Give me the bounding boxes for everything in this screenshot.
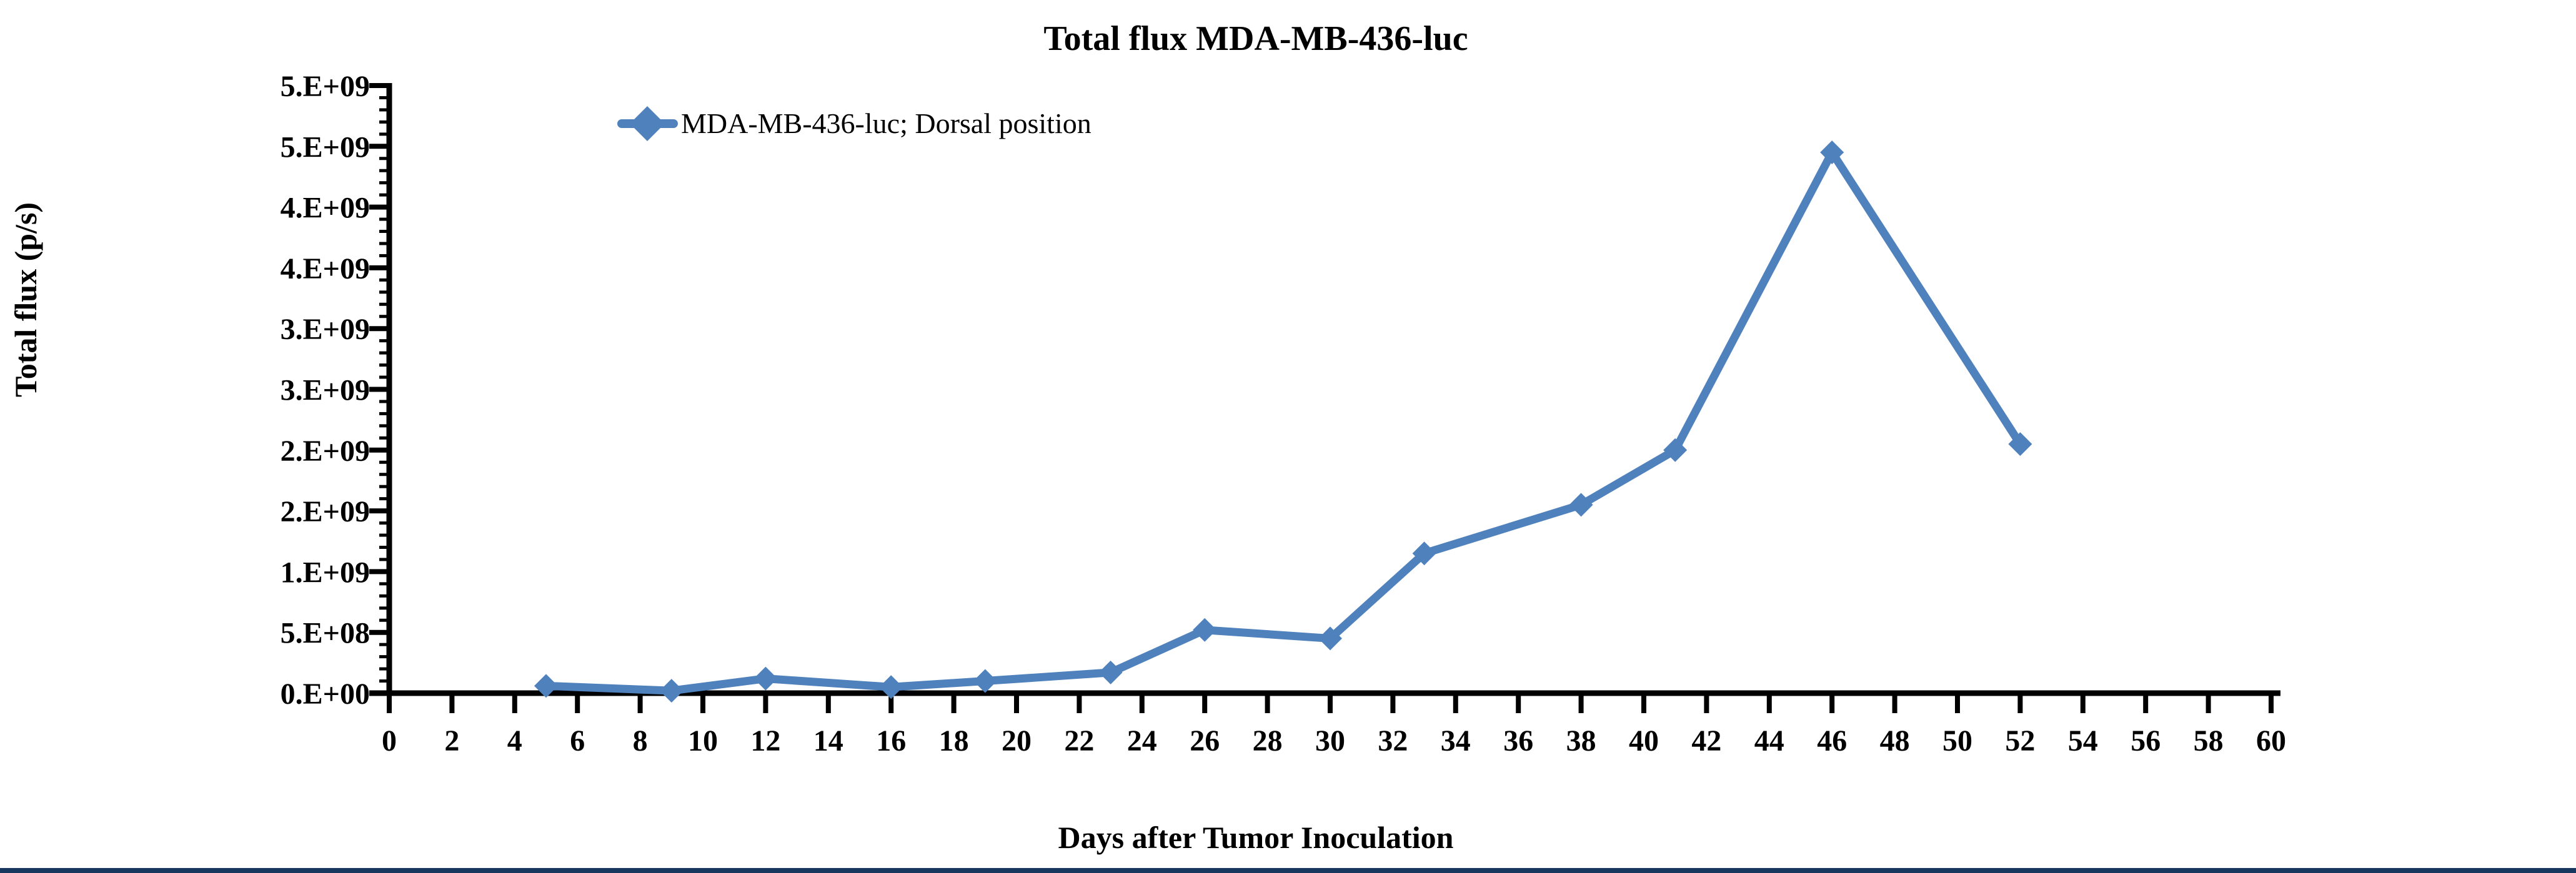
data-point-marker [1412,541,1436,566]
x-tick-label: 58 [2194,724,2224,757]
y-tick-label: 5.E+09 [281,131,370,164]
x-tick-label: 56 [2131,724,2161,757]
x-tick-label: 14 [813,724,843,757]
x-tick-label: 42 [1691,724,1721,757]
x-tick-label: 4 [507,724,522,757]
x-tick-label: 0 [382,724,397,757]
y-tick-label: 3.E+09 [281,374,370,407]
x-tick-label: 46 [1817,724,1847,757]
x-tick-label: 54 [2068,724,2098,757]
x-tick-label: 18 [939,724,969,757]
x-tick-label: 52 [2005,724,2035,757]
x-tick-label: 32 [1378,724,1408,757]
legend: MDA-MB-436-luc; Dorsal position [617,106,1092,141]
x-axis-ticks [387,693,2274,713]
data-point-marker [1098,660,1123,684]
x-tick-label: 20 [1002,724,1032,757]
y-axis-major-ticks [369,83,389,696]
x-tick-label: 26 [1190,724,1220,757]
x-tick-label: 34 [1441,724,1471,757]
data-point-marker [879,675,903,699]
y-tick-label: 4.E+09 [281,252,370,285]
y-axis-title: Total flux (p/s) [8,202,43,397]
legend-diamond-icon [630,106,665,141]
x-tick-label: 38 [1566,724,1596,757]
data-point-marker [1318,626,1342,651]
y-tick-label: 1.E+09 [281,556,370,589]
series-group [534,141,2032,703]
y-tick-label: 2.E+09 [281,435,370,468]
x-axis-title: Days after Tumor Inoculation [1058,820,1454,855]
x-tick-label: 36 [1503,724,1533,757]
x-axis-tick-labels: 0 2 4 6 8 10 12 14 16 18 20 22 24 26 28 30 32 34 36 38 40 42 4… [382,724,2286,757]
x-tick-label: 2 [444,724,459,757]
x-tick-label: 12 [750,724,780,757]
x-tick-label: 24 [1127,724,1157,757]
y-tick-label: 2.E+09 [281,495,370,528]
legend-label: MDA-MB-436-luc; Dorsal position [681,107,1092,139]
y-tick-label: 5.E+08 [281,617,370,650]
data-point-marker [534,674,558,698]
data-point-marker [973,669,997,693]
y-tick-label: 3.E+09 [281,313,370,346]
chart-title: Total flux MDA-MB-436-luc [1043,19,1468,58]
y-tick-label: 5.E+09 [281,70,370,103]
data-point-marker [1820,141,1844,165]
data-point-marker [1663,438,1688,462]
x-tick-label: 22 [1064,724,1094,757]
x-tick-label: 40 [1629,724,1659,757]
x-tick-label: 28 [1253,724,1283,757]
x-tick-label: 16 [876,724,906,757]
x-tick-label: 48 [1880,724,1910,757]
x-tick-label: 10 [688,724,718,757]
y-tick-label: 0.E+00 [281,678,370,711]
data-point-marker [1193,618,1217,642]
x-tick-label: 8 [633,724,648,757]
x-tick-label: 60 [2256,724,2286,757]
x-tick-label: 50 [1942,724,1972,757]
data-point-marker [2008,432,2032,456]
data-point-marker [1569,493,1593,517]
data-point-marker [753,666,778,691]
x-tick-label: 44 [1754,724,1784,757]
x-tick-label: 30 [1315,724,1345,757]
y-axis-tick-labels: 0.E+00 5.E+08 1.E+09 2.E+09 2.E+09 3.E+09 3.E+… [281,70,370,711]
bottom-bar [0,868,2576,873]
y-tick-label: 4.E+09 [281,192,370,225]
x-tick-label: 6 [570,724,585,757]
data-point-marker [659,679,684,703]
